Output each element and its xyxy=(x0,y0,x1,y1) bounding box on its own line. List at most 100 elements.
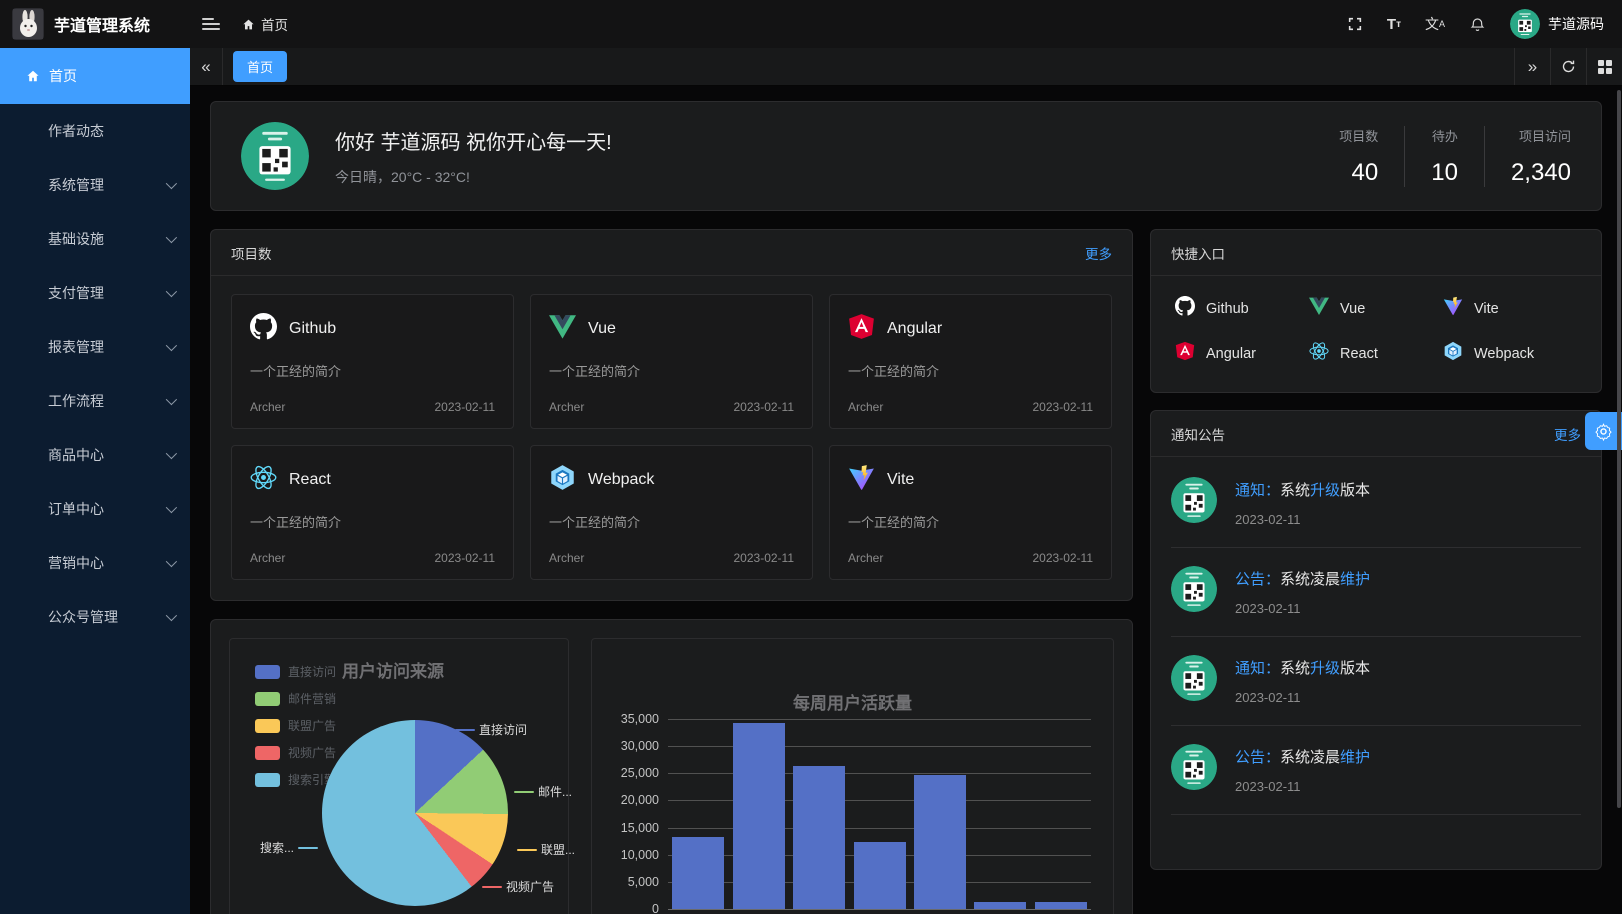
settings-gear-button[interactable] xyxy=(1585,412,1622,450)
notice-title[interactable]: 公告：系统凌晨维护 xyxy=(1235,749,1371,766)
sidebar-item-2[interactable]: 系统管理 xyxy=(0,158,190,212)
bar-周四[interactable] xyxy=(853,842,906,909)
project-date: 2023-02-11 xyxy=(733,551,795,565)
project-name: React xyxy=(289,471,331,488)
legend-item-1[interactable]: 邮件营销 xyxy=(255,690,336,707)
sidebar-item-label: 工作流程 xyxy=(48,393,104,409)
projects-more-link[interactable]: 更多 xyxy=(1085,246,1112,262)
project-author: Archer xyxy=(250,551,286,565)
bar-周一[interactable] xyxy=(672,837,725,909)
sidebar-item-8[interactable]: 订单中心 xyxy=(0,482,190,536)
stat-label: 待办 xyxy=(1431,128,1458,144)
sidebar-item-label: 首页 xyxy=(49,68,77,84)
gear-icon xyxy=(1595,422,1612,441)
fullscreen-icon[interactable] xyxy=(1347,16,1363,32)
project-author: Archer xyxy=(848,400,884,414)
bar-周日[interactable] xyxy=(1034,901,1087,909)
project-card-vue[interactable]: Vue 一个正经的简介 Archer 2023-02-11 xyxy=(530,294,813,429)
project-card-github[interactable]: Github 一个正经的简介 Archer 2023-02-11 xyxy=(231,294,514,429)
scrollbar-thumb[interactable] xyxy=(1617,90,1621,808)
user-avatar xyxy=(1510,9,1540,39)
quick-entry-webpack[interactable]: Webpack xyxy=(1443,341,1577,366)
sidebar-item-0[interactable]: 首页 xyxy=(0,48,190,104)
bar-周三[interactable] xyxy=(793,766,846,909)
gridline xyxy=(668,746,1091,748)
bar-chart: 每周用户活跃量 0 5,000 10,000 15,000 20,000 25,000 30… xyxy=(591,638,1114,914)
sidebar-item-5[interactable]: 报表管理 xyxy=(0,320,190,374)
project-desc: 一个正经的简介 xyxy=(848,364,940,379)
quick-entry-label: Github xyxy=(1206,300,1249,317)
quick-entry-label: Webpack xyxy=(1474,345,1535,362)
main-content: 你好 芋道源码 祝你开心每一天! 今日晴，20°C - 32°C! 项目数 40… xyxy=(190,86,1622,914)
legend-label: 视频广告 xyxy=(288,746,337,760)
quick-entry-label: Vite xyxy=(1474,300,1499,317)
legend-item-0[interactable]: 直接访问 xyxy=(255,663,336,680)
sidebar-item-1[interactable]: 作者动态 xyxy=(0,104,190,158)
sidebar-item-label: 报表管理 xyxy=(48,339,104,355)
notice-date: 2023-02-11 xyxy=(1235,779,1301,794)
pie-label-3: 视频广告 xyxy=(482,878,554,895)
logo-area[interactable]: 芋道管理系统 xyxy=(0,8,190,40)
project-card-angular[interactable]: Angular 一个正经的简介 Archer 2023-02-11 xyxy=(829,294,1112,429)
pie-disc[interactable] xyxy=(322,720,508,906)
project-name: Github xyxy=(289,320,337,337)
notice-title[interactable]: 通知：系统升级版本 xyxy=(1235,660,1371,677)
legend-item-3[interactable]: 视频广告 xyxy=(255,744,336,761)
tabs-scroll-right-icon[interactable]: » xyxy=(1514,48,1550,85)
greeting-text: 你好 芋道源码 祝你开心每一天! xyxy=(335,131,612,154)
notice-item-0[interactable]: 通知：系统升级版本 2023-02-11 xyxy=(1171,459,1581,548)
projects-grid: Github 一个正经的简介 Archer 2023-02-11 Vue 一个正… xyxy=(211,276,1132,600)
breadcrumb[interactable]: 首页 xyxy=(242,14,288,34)
quick-entry-vite[interactable]: Vite xyxy=(1443,296,1577,321)
notice-date: 2023-02-11 xyxy=(1235,512,1301,527)
pie-legend: 直接访问 邮件营销 联盟广告 视频广告 搜索引擎 xyxy=(255,663,336,788)
legend-item-2[interactable]: 联盟广告 xyxy=(255,717,336,734)
tabs-scroll-left-icon[interactable]: « xyxy=(190,48,223,85)
sidebar-item-9[interactable]: 营销中心 xyxy=(0,536,190,590)
legend-item-4[interactable]: 搜索引擎 xyxy=(255,771,336,788)
project-card-webpack[interactable]: Webpack 一个正经的简介 Archer 2023-02-11 xyxy=(530,445,813,580)
sidebar-item-7[interactable]: 商品中心 xyxy=(0,428,190,482)
tabs-strip: 首页 xyxy=(223,48,1514,85)
stat-value: 2,340 xyxy=(1510,158,1571,186)
project-desc: 一个正经的简介 xyxy=(848,515,940,530)
greeting-card: 你好 芋道源码 祝你开心每一天! 今日晴，20°C - 32°C! 项目数 40… xyxy=(210,101,1602,211)
project-author: Archer xyxy=(848,551,884,565)
user-name: 芋道源码 xyxy=(1548,16,1604,32)
project-card-vite[interactable]: Vite 一个正经的简介 Archer 2023-02-11 xyxy=(829,445,1112,580)
refresh-icon[interactable] xyxy=(1550,48,1586,85)
legend-label: 直接访问 xyxy=(288,665,337,679)
notice-qr-avatar xyxy=(1171,477,1217,523)
notice-item-3[interactable]: 公告：系统凌晨维护 2023-02-11 xyxy=(1171,726,1581,815)
bar-周六[interactable] xyxy=(974,901,1027,909)
sidebar-item-10[interactable]: 公众号管理 xyxy=(0,590,190,644)
notice-item-2[interactable]: 通知：系统升级版本 2023-02-11 xyxy=(1171,637,1581,726)
sidebar-item-3[interactable]: 基础设施 xyxy=(0,212,190,266)
menu-fold-icon[interactable] xyxy=(202,18,220,30)
bell-icon[interactable] xyxy=(1469,16,1486,33)
sidebar-item-6[interactable]: 工作流程 xyxy=(0,374,190,428)
quick-entry-angular[interactable]: Angular xyxy=(1175,341,1309,366)
quick-entry-react[interactable]: React xyxy=(1309,341,1443,366)
quick-entry-github[interactable]: Github xyxy=(1175,296,1309,321)
project-date: 2023-02-11 xyxy=(434,551,496,565)
project-card-react[interactable]: React 一个正经的简介 Archer 2023-02-11 xyxy=(231,445,514,580)
notice-title[interactable]: 公告：系统凌晨维护 xyxy=(1235,571,1371,588)
bar-周五[interactable] xyxy=(913,775,966,909)
notice-date: 2023-02-11 xyxy=(1235,690,1301,705)
pie-label-2: 联盟... xyxy=(517,841,575,858)
chevron-down-icon xyxy=(165,393,178,406)
notice-item-1[interactable]: 公告：系统凌晨维护 2023-02-11 xyxy=(1171,548,1581,637)
bar-周二[interactable] xyxy=(732,723,785,909)
notice-title[interactable]: 通知：系统升级版本 xyxy=(1235,482,1371,499)
user-menu[interactable]: 芋道源码 xyxy=(1510,9,1604,39)
notice-more-link[interactable]: 更多 xyxy=(1554,427,1581,443)
layout-grid-icon[interactable] xyxy=(1586,48,1622,85)
tab-bar: « 首页 » xyxy=(190,48,1622,86)
tab-home[interactable]: 首页 xyxy=(233,51,288,82)
quick-entry-vue[interactable]: Vue xyxy=(1309,296,1443,321)
sidebar-item-4[interactable]: 支付管理 xyxy=(0,266,190,320)
